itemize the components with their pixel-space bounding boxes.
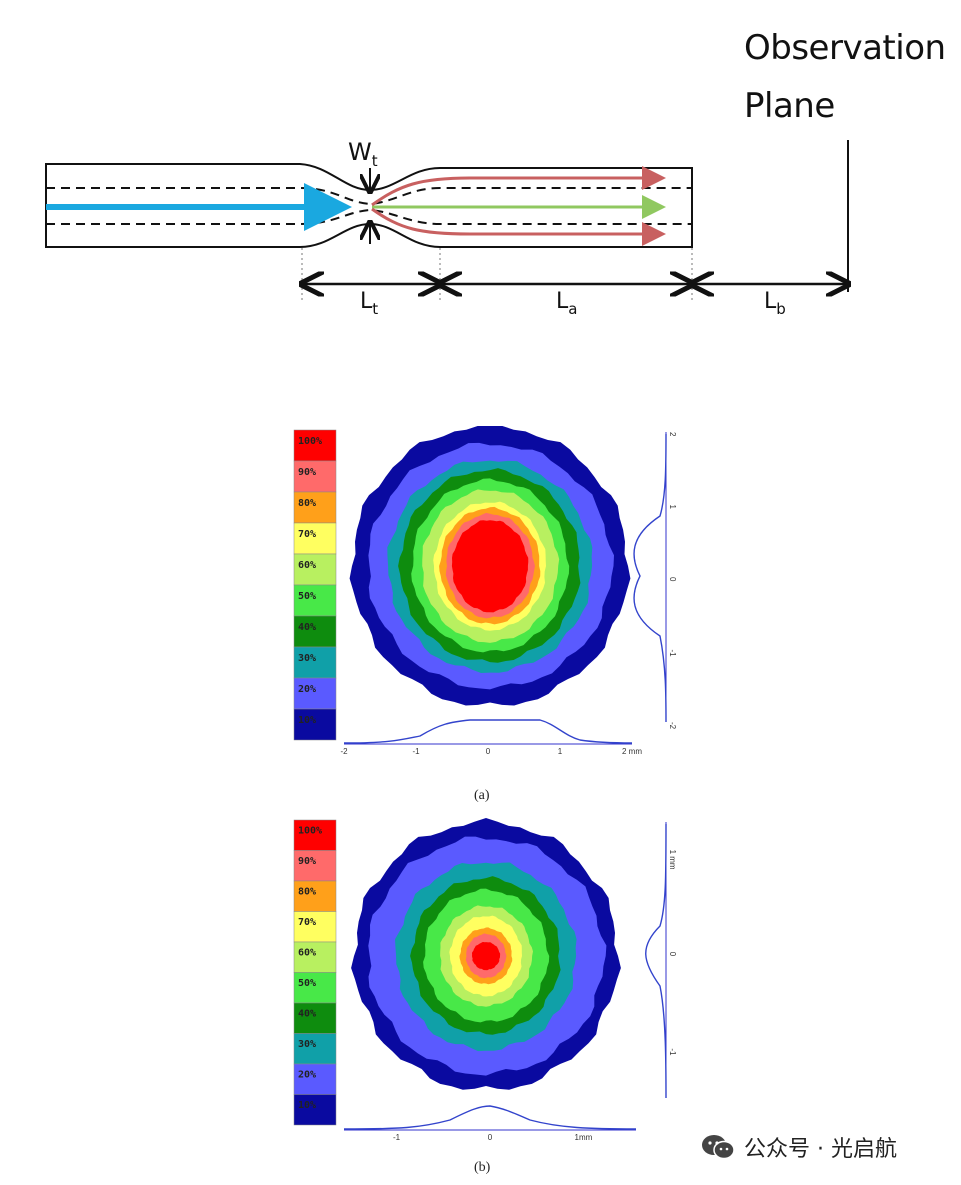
x-tick-label: -2: [340, 747, 348, 756]
colorbar-label: 30%: [298, 653, 316, 664]
colorbar-label: 80%: [298, 498, 316, 509]
colorbar-swatch: [293, 429, 337, 462]
colorbar-label: 50%: [298, 978, 316, 989]
y-tick-label: 0: [668, 577, 677, 582]
colorbar-label: 60%: [298, 948, 316, 959]
x-tick-label: 1: [558, 747, 563, 756]
Lb-label: Lb: [764, 289, 786, 318]
waist-label: Wt: [348, 138, 378, 170]
x-tick-label: 0: [488, 1133, 493, 1141]
colorbar-label: 90%: [298, 467, 316, 478]
x-tick-label: -1: [393, 1133, 401, 1141]
contour-100%: [451, 520, 529, 613]
beam-profile-plot-a: 100% 90% 80% 70% 60% 50% 40% 30% 20% 10% 2 1 0 -1 -2 -2…: [293, 426, 677, 756]
colorbar-swatch: [293, 1063, 337, 1095]
cladding-beam-bottom: [371, 207, 666, 246]
colorbar-label: 40%: [298, 622, 316, 633]
watermark-text: 公众号 · 光启航: [744, 1137, 897, 1162]
colorbar-label: 10%: [298, 1100, 316, 1111]
observation-label: Observation: [744, 28, 946, 68]
colorbar-swatch: [293, 880, 337, 912]
colorbar-label: 100%: [298, 826, 322, 837]
colorbar-swatch: [293, 615, 337, 648]
vertical-profile-curve: [645, 823, 667, 1099]
colorbar-swatch: [293, 1033, 337, 1065]
colorbar-label: 50%: [298, 591, 316, 602]
y-tick-label: -2: [668, 722, 677, 730]
x-tick-label: 2 mm: [622, 747, 642, 756]
colorbar-swatch: [293, 584, 337, 617]
contour-100%: [472, 942, 501, 971]
horizontal-profile-curve: [343, 1105, 637, 1130]
taper-schematic: Wt Lt La Lb: [45, 138, 961, 318]
colorbar-swatch: [293, 1094, 337, 1126]
colorbar-label: 20%: [298, 1070, 316, 1081]
colorbar-label: 10%: [298, 715, 316, 726]
y-tick-label: 2: [668, 432, 677, 437]
y-tick-label: -1: [668, 1048, 677, 1056]
caption-a: (a): [474, 788, 490, 803]
y-tick-label: 1: [668, 505, 677, 510]
La-label: La: [556, 289, 577, 318]
colorbar-label: 60%: [298, 560, 316, 571]
colorbar-swatch: [293, 460, 337, 493]
vertical-profile-curve: [633, 433, 667, 723]
colorbar-label: 40%: [298, 1009, 316, 1020]
colorbar-label: 70%: [298, 529, 316, 540]
colorbar-swatch: [293, 911, 337, 943]
x-tick-label: 0: [486, 747, 491, 756]
colorbar-swatch: [293, 1002, 337, 1034]
colorbar-swatch: [293, 708, 337, 741]
colorbar-label: 80%: [298, 887, 316, 898]
horizontal-profile-curve: [343, 719, 633, 744]
colorbar-label: 90%: [298, 856, 316, 867]
colorbar-swatch: [293, 553, 337, 586]
plane-label: Plane: [744, 86, 835, 126]
x-tick-label: 1mm: [575, 1133, 593, 1141]
colorbar-label: 20%: [298, 684, 316, 695]
colorbar-swatch: [293, 941, 337, 973]
watermark: 公众号 · 光启航: [700, 1130, 897, 1164]
colorbar-swatch: [293, 491, 337, 524]
y-tick-label: 0: [668, 952, 677, 957]
x-tick-label: -1: [412, 747, 420, 756]
core-dashed-bottom: [46, 208, 692, 225]
y-tick-label: 1 mm: [668, 850, 677, 870]
Lt-label: Lt: [360, 289, 378, 318]
colorbar-swatch: [293, 972, 337, 1004]
cladding-beam-top: [371, 166, 666, 207]
colorbar-label: 30%: [298, 1039, 316, 1050]
beam-profile-plot-b: 100% 90% 80% 70% 60% 50% 40% 30% 20% 10% 1 mm 0 -1 -1…: [293, 818, 677, 1141]
y-tick-label: -1: [668, 650, 677, 658]
colorbar-label: 70%: [298, 917, 316, 928]
colorbar-swatch: [293, 646, 337, 679]
caption-b: (b): [474, 1160, 491, 1175]
wechat-icon: [702, 1135, 735, 1160]
colorbar-swatch: [293, 522, 337, 555]
colorbar-label: 100%: [298, 436, 322, 447]
